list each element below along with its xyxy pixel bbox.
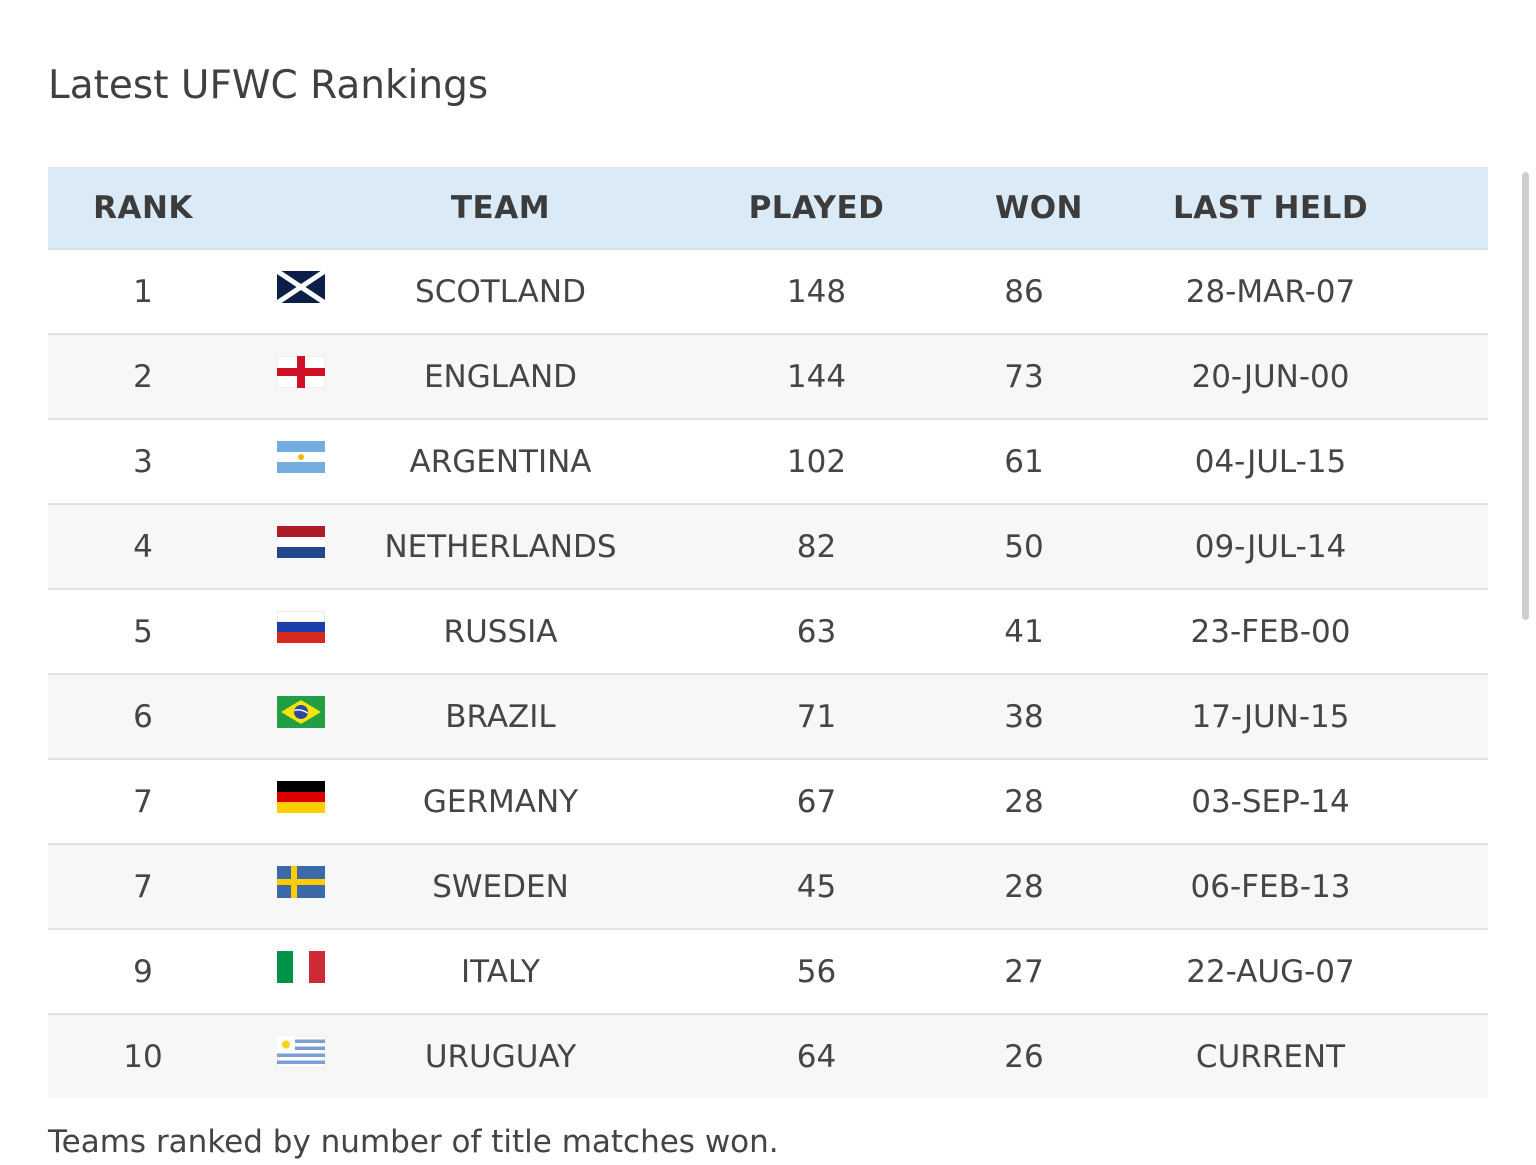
table-row: 3 ARGENTINA 102 61 04-JUL-15 (48, 420, 1488, 505)
flag-cell (238, 440, 363, 473)
rank-cell: 7 (133, 868, 153, 905)
flag-cell (238, 355, 363, 388)
won-cell: 38 (1004, 698, 1044, 735)
argentina-flag-icon (276, 440, 325, 473)
last-held-cell: 06-FEB-13 (1190, 868, 1351, 905)
table-row: 4 NETHERLANDS 82 50 09-JUL-14 (48, 505, 1488, 590)
rank-cell: 7 (133, 783, 153, 820)
won-cell: 26 (1004, 1038, 1044, 1075)
won-cell: 86 (1004, 273, 1044, 310)
team-cell: ITALY (461, 953, 540, 990)
team-cell: ENGLAND (423, 358, 578, 395)
flag-cell (238, 780, 363, 813)
table-header-row: RANK TEAM PLAYED WON LAST HELD (48, 167, 1488, 250)
flag-cell (238, 270, 363, 303)
sweden-flag-icon (276, 865, 325, 898)
rank-cell: 6 (133, 698, 153, 735)
played-cell: 45 (796, 868, 837, 905)
rank-cell: 4 (133, 528, 153, 565)
england-flag-icon (276, 355, 325, 388)
flag-cell (238, 1035, 363, 1068)
table-row: 7 GERMANY 67 28 03-SEP-14 (48, 760, 1488, 845)
won-cell: 50 (1004, 528, 1044, 565)
rank-cell: 1 (133, 273, 153, 310)
won-cell: 28 (1004, 783, 1044, 820)
team-cell: URUGUAY (424, 1038, 577, 1075)
last-held-cell: CURRENT (1195, 1038, 1346, 1075)
won-cell: 28 (1004, 868, 1044, 905)
scrollbar[interactable] (1522, 172, 1529, 620)
uruguay-flag-icon (276, 1035, 325, 1068)
played-cell: 82 (796, 528, 837, 565)
won-cell: 27 (1004, 953, 1044, 990)
table-row: 2 ENGLAND 144 73 20-JUN-00 (48, 335, 1488, 420)
rank-cell: 5 (133, 613, 153, 650)
last-held-cell: 17-JUN-15 (1191, 698, 1350, 735)
brazil-flag-icon (276, 695, 325, 728)
flag-cell (238, 950, 363, 983)
team-cell: SCOTLAND (415, 273, 586, 310)
header-last-held: LAST HELD (1172, 189, 1369, 226)
table-row: 5 RUSSIA 63 41 23-FEB-00 (48, 590, 1488, 675)
flag-cell (238, 525, 363, 558)
flag-cell (238, 695, 363, 728)
table-row: 1 SCOTLAND 148 86 28-MAR-07 (48, 250, 1488, 335)
germany-flag-icon (276, 780, 325, 813)
played-cell: 71 (796, 698, 837, 735)
rank-cell: 10 (123, 1038, 163, 1075)
won-cell: 73 (1004, 358, 1044, 395)
flag-cell (238, 865, 363, 898)
rank-cell: 2 (133, 358, 153, 395)
flag-cell (238, 610, 363, 643)
scotland-flag-icon (276, 270, 325, 303)
played-cell: 144 (786, 358, 847, 395)
table-row: 9 ITALY 56 27 22-AUG-07 (48, 930, 1488, 1015)
played-cell: 56 (796, 953, 837, 990)
rank-cell: 9 (133, 953, 153, 990)
russia-flag-icon (276, 610, 325, 643)
header-team: TEAM (450, 189, 551, 226)
header-played: PLAYED (748, 189, 885, 226)
rankings-table: RANK TEAM PLAYED WON LAST HELD 1 SCOTLAN… (48, 167, 1488, 1098)
last-held-cell: 03-SEP-14 (1191, 783, 1350, 820)
table-row: 7 SWEDEN 45 28 06-FEB-13 (48, 845, 1488, 930)
team-cell: BRAZIL (445, 698, 556, 735)
page-title: Latest UFWC Rankings (48, 63, 489, 108)
won-cell: 61 (1004, 443, 1044, 480)
table-row: 6 BRAZIL 71 38 17-JUN-15 (48, 675, 1488, 760)
team-cell: NETHERLANDS (384, 528, 617, 565)
played-cell: 64 (796, 1038, 837, 1075)
played-cell: 148 (786, 273, 847, 310)
team-cell: SWEDEN (432, 868, 569, 905)
header-rank: RANK (93, 189, 193, 226)
last-held-cell: 09-JUL-14 (1194, 528, 1347, 565)
last-held-cell: 23-FEB-00 (1190, 613, 1351, 650)
played-cell: 63 (796, 613, 837, 650)
team-cell: RUSSIA (443, 613, 558, 650)
table-row: 10 URUGUAY 64 26 CURRENT (48, 1015, 1488, 1098)
played-cell: 102 (786, 443, 847, 480)
last-held-cell: 22-AUG-07 (1186, 953, 1355, 990)
team-cell: GERMANY (422, 783, 579, 820)
won-cell: 41 (1004, 613, 1044, 650)
team-cell: ARGENTINA (409, 443, 592, 480)
header-won: WON (995, 189, 1083, 226)
last-held-cell: 04-JUL-15 (1194, 443, 1347, 480)
last-held-cell: 20-JUN-00 (1191, 358, 1350, 395)
netherlands-flag-icon (276, 525, 325, 558)
rank-cell: 3 (133, 443, 153, 480)
footnote: Teams ranked by number of title matches … (48, 1124, 779, 1160)
italy-flag-icon (276, 950, 325, 983)
last-held-cell: 28-MAR-07 (1185, 273, 1356, 310)
played-cell: 67 (796, 783, 837, 820)
